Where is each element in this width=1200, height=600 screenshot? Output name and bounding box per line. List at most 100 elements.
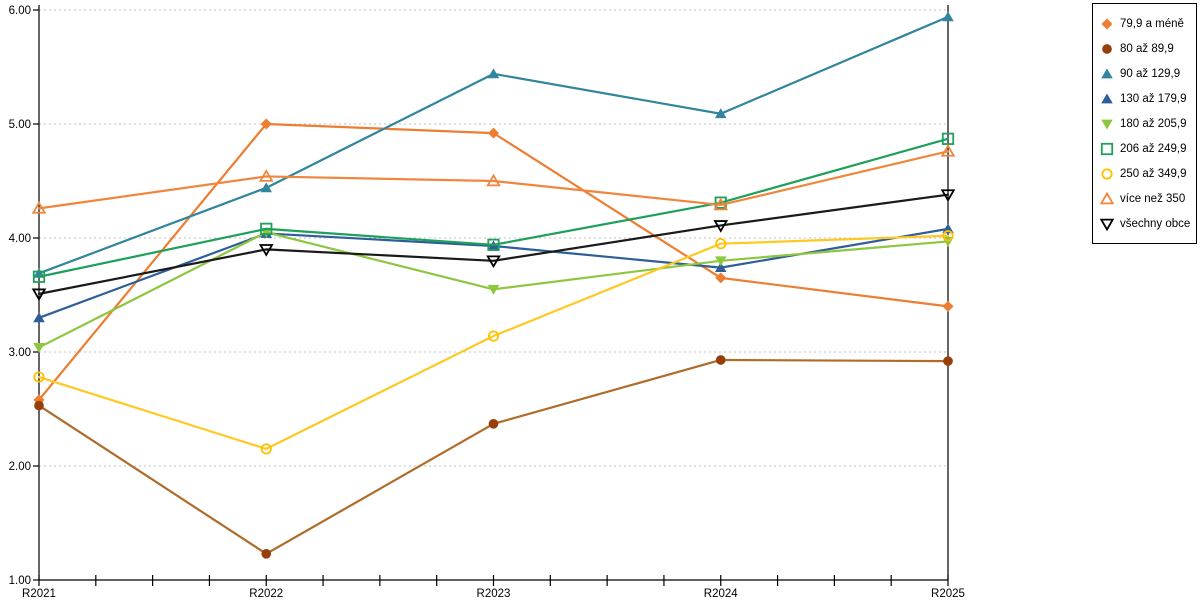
series-line-0 — [37, 122, 950, 401]
legend-label: více než 350 — [1120, 192, 1186, 205]
triangle-up-filled-marker — [942, 223, 954, 234]
x-tick-label: R2024 — [704, 588, 738, 600]
triangle-down-open-marker — [486, 255, 501, 269]
legend-diamond-filled-icon — [1101, 18, 1113, 29]
legend-square-open-icon — [1100, 142, 1114, 155]
circle-open-marker — [942, 230, 954, 242]
legend-label: 130 až 179,9 — [1120, 92, 1187, 105]
legend-triangle-up-filled-icon — [1101, 93, 1113, 103]
circle-open-marker — [260, 443, 272, 455]
square-open-marker — [1100, 142, 1114, 155]
circle-open-marker — [715, 238, 727, 250]
triangle-up-filled-marker — [260, 182, 273, 193]
triangle-up-filled-marker — [714, 262, 727, 273]
series-markers-1 — [34, 355, 953, 559]
legend-item-8: všechny obce — [1100, 211, 1192, 236]
series-markers-6 — [33, 230, 954, 455]
series-markers-8 — [31, 189, 956, 302]
legend-item-3: 130 až 179,9 — [1100, 86, 1192, 111]
legend-label: 206 až 249,9 — [1120, 142, 1187, 155]
square-open-marker — [32, 270, 46, 283]
legend-label: 90 až 129,9 — [1120, 67, 1181, 80]
triangle-down-filled-marker — [487, 284, 500, 295]
legend-triangle-up-open-icon — [1100, 191, 1114, 204]
y-tick-label: 4.00 — [9, 233, 31, 245]
circle-filled-marker — [943, 356, 953, 366]
legend-item-6: 250 až 349,9 — [1100, 161, 1192, 186]
series-line-1 — [37, 358, 950, 555]
triangle-down-open-marker — [31, 288, 47, 302]
triangle-up-open-marker — [940, 144, 956, 157]
square-open-marker — [260, 222, 273, 236]
triangle-down-filled-marker — [33, 343, 45, 353]
series-line-5 — [37, 137, 950, 278]
triangle-down-open-marker — [1100, 218, 1114, 231]
triangle-up-open-marker — [1100, 191, 1114, 204]
circle-filled-marker — [261, 548, 272, 559]
triangle-up-filled-marker — [1101, 93, 1113, 103]
y-tick-label: 2.00 — [9, 461, 31, 473]
x-tick-label: R2025 — [931, 588, 965, 600]
series-markers-7 — [31, 144, 956, 214]
diamond-filled-marker — [715, 272, 727, 284]
circle-filled-marker — [715, 355, 726, 365]
diamond-filled-marker — [260, 118, 272, 130]
legend-triangle-down-open-icon — [1100, 218, 1114, 231]
legend-label: 250 až 349,9 — [1120, 167, 1187, 180]
circle-filled-marker — [488, 418, 499, 429]
diamond-filled-marker — [942, 300, 954, 312]
triangle-up-filled-marker — [487, 68, 500, 79]
legend-item-2: 90 až 129,9 — [1100, 61, 1192, 86]
legend-triangle-up-filled-icon — [1101, 68, 1113, 78]
legend-label: 79,9 a méně — [1120, 17, 1184, 30]
triangle-up-open-marker — [258, 169, 274, 182]
legend-label: 80 až 89,9 — [1120, 42, 1174, 55]
x-tick-label: R2023 — [477, 588, 511, 600]
triangle-down-filled-marker — [714, 256, 727, 267]
circle-open-marker — [487, 330, 500, 342]
circle-open-marker — [1101, 167, 1113, 180]
y-tick-label: 6.00 — [9, 5, 31, 17]
y-tick-label: 3.00 — [9, 347, 31, 359]
x-tick-label: R2022 — [249, 588, 283, 600]
triangle-up-open-marker — [486, 173, 501, 187]
legend-circle-filled-icon — [1102, 43, 1112, 54]
circle-filled-marker — [1102, 43, 1112, 54]
x-tick-label: R2021 — [22, 588, 56, 600]
legend-triangle-down-filled-icon — [1101, 119, 1113, 129]
diamond-filled-marker — [488, 127, 499, 139]
legend-item-7: více než 350 — [1100, 186, 1192, 211]
series-markers-4 — [33, 227, 954, 353]
triangle-down-open-marker — [940, 189, 956, 202]
triangle-up-filled-marker — [942, 11, 954, 22]
legend-circle-open-icon — [1101, 167, 1113, 180]
chart-legend: 79,9 a méně 80 až 89,9 90 až 129,9 130 až 1… — [1092, 3, 1197, 244]
series-line-7 — [37, 150, 950, 210]
square-open-marker — [487, 238, 500, 251]
triangle-down-open-marker — [713, 220, 729, 233]
legend-label: 180 až 205,9 — [1120, 117, 1187, 130]
triangle-up-open-marker — [713, 197, 729, 211]
legend-label: všechny obce — [1120, 217, 1191, 230]
triangle-down-filled-marker — [1101, 119, 1113, 129]
square-open-marker — [941, 132, 955, 145]
triangle-up-filled-marker — [33, 312, 45, 323]
legend-item-4: 180 až 205,9 — [1100, 111, 1192, 136]
series-line-6 — [37, 234, 950, 450]
diamond-filled-marker — [1101, 18, 1113, 29]
legend-item-1: 80 až 89,9 — [1100, 36, 1192, 61]
y-tick-label: 5.00 — [9, 119, 31, 131]
circle-open-marker — [33, 371, 45, 383]
series-line-8 — [37, 193, 950, 295]
triangle-up-filled-marker — [1101, 68, 1113, 78]
triangle-down-open-marker — [258, 244, 274, 257]
triangle-up-filled-marker — [714, 108, 727, 119]
triangle-up-open-marker — [31, 201, 47, 214]
circle-filled-marker — [34, 400, 44, 411]
legend-item-0: 79,9 a méně — [1100, 11, 1192, 36]
series-markers-0 — [33, 118, 954, 406]
y-tick-label: 1.00 — [9, 575, 31, 587]
legend-item-5: 206 až 249,9 — [1100, 136, 1192, 161]
